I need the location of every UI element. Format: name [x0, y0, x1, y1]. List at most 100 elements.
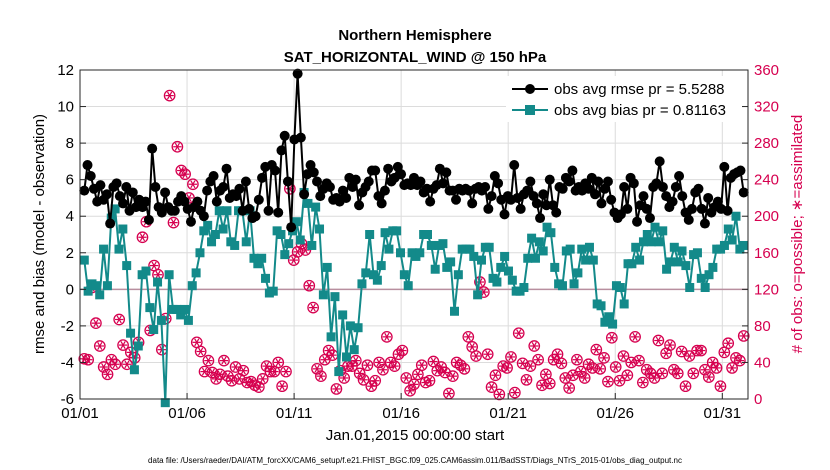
obs-possible-marker	[121, 358, 133, 371]
data-file-footnote: data file: /Users/raeder/DAI/ATM_forcXX/…	[148, 456, 682, 465]
rmse-point	[250, 211, 261, 222]
asterisk-stroke	[353, 356, 359, 365]
obs-assimilated-marker	[460, 364, 469, 373]
asterisk-stroke	[415, 370, 421, 379]
rmse-point	[308, 167, 319, 178]
rmse-point	[657, 181, 668, 192]
obs-possible-marker	[377, 363, 389, 376]
bias-point	[519, 283, 529, 293]
asterisk-stroke	[609, 333, 615, 342]
obs-assimilated-marker	[118, 341, 128, 350]
bias-point	[207, 237, 217, 247]
bias-point	[484, 242, 494, 252]
obs-assimilated-marker	[727, 363, 737, 372]
bias-point	[357, 279, 367, 289]
rmse-point	[244, 203, 255, 214]
obs-possible-marker	[629, 331, 641, 343]
obs-assimilated-marker	[510, 388, 520, 397]
bias-point	[646, 237, 656, 247]
bias-point	[638, 237, 648, 247]
obs-possible-marker	[198, 365, 211, 378]
obs-assimilated-marker	[572, 355, 582, 364]
obs-assimilated-marker	[149, 261, 159, 270]
obs-assimilated-marker	[623, 371, 632, 380]
obs-possible-marker	[714, 380, 727, 393]
asterisk-stroke	[384, 332, 390, 341]
rmse-point	[101, 189, 112, 200]
bias-point	[473, 290, 483, 300]
obs-possible-marker	[462, 331, 475, 343]
asterisk-stroke	[481, 288, 487, 297]
asterisk-stroke	[364, 361, 371, 370]
bias-point	[295, 235, 305, 245]
obs-possible-marker	[446, 370, 459, 383]
obs-possible-marker	[733, 354, 746, 367]
asterisk-stroke	[151, 261, 157, 270]
obs-possible-marker	[373, 356, 385, 369]
asterisk-stroke	[310, 303, 316, 312]
rmse-point	[354, 200, 365, 211]
rmse-point	[208, 171, 219, 182]
obs-possible-marker	[520, 373, 533, 386]
y-right-tick-label: 280	[754, 135, 779, 152]
rmse-point	[567, 165, 578, 176]
obs-assimilated-marker	[580, 374, 589, 382]
asterisk-stroke	[391, 362, 398, 371]
obs-possible-marker	[206, 366, 219, 379]
asterisk-stroke	[322, 355, 328, 364]
asterisk-stroke	[551, 355, 557, 364]
x-tick-label: 01/26	[596, 405, 634, 422]
obs-assimilated-marker	[95, 342, 104, 350]
bias-point	[195, 248, 205, 258]
obs-possible-marker	[396, 344, 409, 357]
bias-point	[681, 261, 691, 271]
y-right-tick-label: 160	[754, 245, 779, 262]
rmse-point	[641, 203, 652, 214]
obs-assimilated-marker	[270, 367, 279, 376]
asterisk-stroke	[504, 363, 510, 372]
rmse-point	[279, 130, 290, 141]
asterisk-stroke	[438, 363, 444, 371]
obs-possible-marker	[218, 354, 230, 367]
legend-rmse-label: obs avg rmse pr = 5.5288	[554, 81, 725, 98]
rmse-point	[638, 191, 649, 202]
bias-point	[156, 315, 166, 325]
obs-possible-marker	[621, 369, 634, 382]
bias-point	[507, 275, 517, 285]
asterisk-stroke	[465, 332, 471, 341]
asterisk-stroke	[244, 378, 250, 387]
asterisk-stroke	[190, 180, 196, 189]
obs-possible-marker	[687, 367, 700, 380]
rmse-point	[515, 203, 526, 214]
obs-possible-marker	[574, 365, 587, 378]
asterisk-stroke	[209, 368, 215, 377]
legend-bias-marker	[525, 105, 535, 115]
obs-assimilated-marker	[522, 375, 531, 384]
asterisk-stroke	[291, 256, 297, 265]
bias-point	[353, 323, 363, 333]
asterisk-stroke	[539, 381, 545, 390]
obs-assimilated-marker	[239, 366, 248, 375]
bias-point	[608, 319, 618, 329]
obs-possible-marker	[388, 360, 401, 372]
asterisk-stroke	[302, 246, 309, 254]
obs-possible-marker	[536, 379, 548, 392]
rmse-point	[499, 209, 510, 220]
rmse-point	[370, 165, 381, 176]
obs-assimilated-marker	[320, 355, 329, 364]
rmse-point	[719, 161, 730, 172]
obs-assimilated-marker	[83, 355, 93, 364]
obs-possible-marker	[171, 140, 184, 153]
asterisk-stroke	[329, 351, 336, 360]
legend-bias-label: obs avg bias pr = 0.81163	[554, 102, 726, 119]
bias-point	[203, 220, 213, 230]
obs-assimilated-marker	[351, 356, 361, 365]
bias-point	[79, 255, 89, 265]
obs-assimilated-marker	[533, 355, 543, 364]
obs-possible-marker	[532, 353, 544, 366]
y-tick-label: 0	[66, 281, 74, 298]
bias-point	[199, 226, 209, 236]
bias-point	[719, 240, 729, 250]
asterisk-stroke	[597, 364, 603, 373]
asterisk-stroke	[85, 355, 91, 364]
